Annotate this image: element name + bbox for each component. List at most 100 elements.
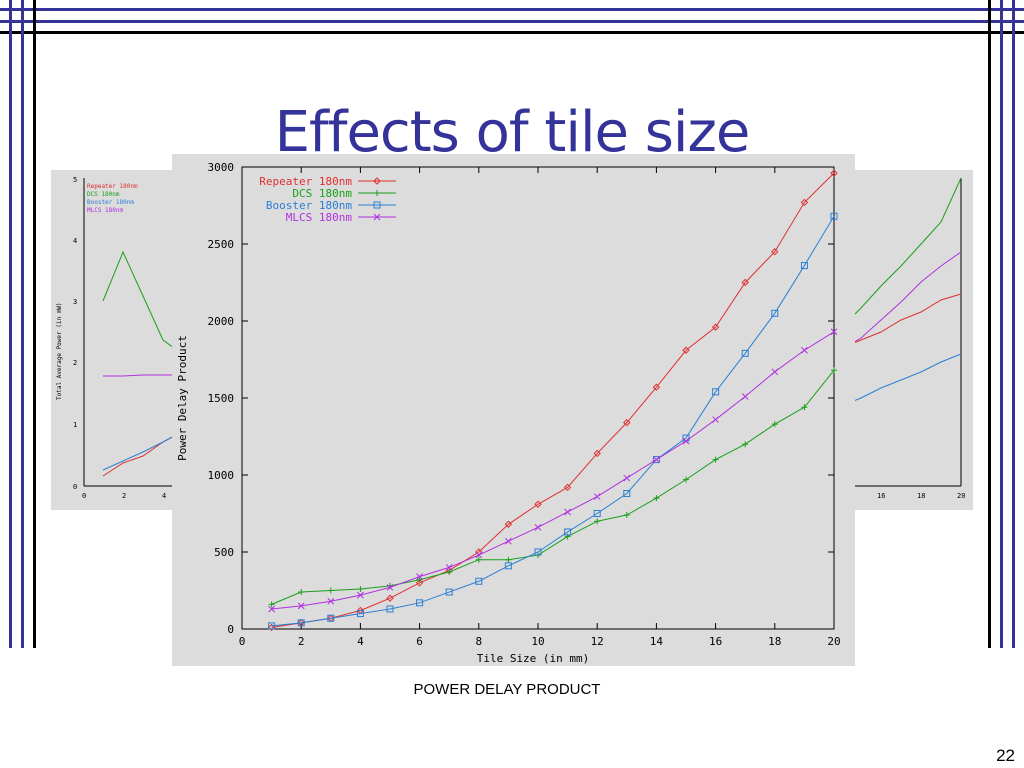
data-point [268,605,275,613]
series-repeater [267,169,838,632]
data-point [652,383,661,391]
y-tick-label: 0 [227,623,234,636]
page-number: 22 [996,746,1015,765]
power-delay-chart-svg: 0 500 1000 1500 2000 2500 3000 0 2 4 6 8 10 12 14 16 18 2… [176,161,841,665]
bg-right-mlcs-line [851,251,962,345]
data-point [831,367,837,374]
data-point [357,591,364,599]
data-point [373,201,381,209]
x-tick-label: 14 [650,635,664,648]
y-axis-label: Power Delay Product [176,335,189,461]
bg-left-ytick: 5 [73,176,77,184]
x-tick-label: 12 [591,635,604,648]
right-rule-1 [988,0,991,648]
data-point [771,421,778,428]
data-point [504,520,513,528]
chart-caption: POWER DELAY PRODUCT [413,681,601,698]
data-point [373,177,381,185]
y-tick-label: 3000 [208,161,235,174]
left-rule-2 [21,0,24,648]
x-tick-label: 0 [239,635,246,648]
data-point [357,585,364,592]
series-line-mlcs [271,331,835,610]
data-point [652,456,660,464]
bg-left-ylabel: Total Average Power (in mW) [56,302,63,400]
data-point [297,619,305,627]
series-mlcs [268,328,838,613]
series [267,169,838,632]
data-point [373,213,381,221]
bg-left-legend-dcs: DCS 180nm [87,191,120,198]
background-chart-left: 0 1 2 3 4 5 0 2 4 Total Average Power (i… [51,170,174,510]
y-tick-label: 1000 [208,469,235,482]
data-point [327,597,335,605]
data-point [386,594,394,602]
data-point [475,556,482,563]
series-booster [268,212,838,630]
data-point [594,518,601,525]
data-point [564,528,572,536]
bg-left-xtick: 4 [162,492,166,500]
data-point [505,537,512,545]
x-tick-label: 18 [768,635,781,648]
bg-right-xtick: 20 [957,492,965,500]
data-point [386,584,394,591]
series-line-repeater [271,172,835,628]
bg-left-xtick: 2 [122,492,126,500]
data-point [623,418,631,427]
data-point [712,456,719,463]
data-point [593,493,601,500]
data-point [801,346,808,354]
data-point [445,588,453,596]
data-point [742,441,749,448]
data-point [741,349,749,357]
legend-label-repeater: Repeater 180nm [259,175,352,188]
data-point [297,602,305,610]
right-rule-3 [1012,0,1015,648]
data-point [800,262,808,270]
data-point [830,212,838,220]
data-point [504,562,512,570]
bg-left-ytick: 2 [73,359,77,367]
bg-left-dcs-line [102,250,174,349]
legend-label-dcs: DCS 180nm [292,187,352,200]
bg-left-legend-repeater: Repeater 180nm [87,183,138,190]
data-point [741,393,749,400]
bg-left-ytick: 1 [73,421,77,429]
data-point [445,564,453,571]
data-point [711,323,720,331]
data-point [683,476,689,483]
data-point [801,404,808,411]
data-point [623,474,631,482]
data-point [505,556,512,563]
background-chart-left-svg: 0 1 2 3 4 5 0 2 4 Total Average Power (i… [56,176,174,500]
legend-label-mlcs: MLCS 180nm [286,211,353,224]
series-line-dcs [271,369,835,605]
bg-left-legend-mlcs: MLCS 180nm [87,207,124,214]
data-point [267,623,276,632]
top-rule-3 [0,31,1024,34]
data-point [712,416,719,423]
data-point [593,510,601,517]
data-point [623,512,630,519]
slide-title: Effects of tile size [274,99,751,165]
x-tick-label: 10 [531,635,544,648]
bg-right-dcs-line [851,177,962,319]
bg-right-xtick: 18 [917,492,925,500]
right-rule-2 [1000,0,1003,648]
data-point [327,587,334,594]
power-delay-chart: 0 500 1000 1500 2000 2500 3000 0 2 4 6 8 10 12 14 16 18 2… [172,154,855,666]
data-point [771,247,779,256]
data-point [327,614,335,622]
data-point [268,622,276,630]
left-rule-1 [9,0,12,648]
x-tick-label: 20 [827,635,840,648]
data-point [712,388,720,396]
bg-left-ytick: 0 [73,483,77,491]
bg-left-booster-line [102,435,174,471]
data-point [682,437,690,445]
background-chart-right-svg: 16 18 20 [851,177,965,500]
top-rule-2 [0,20,1024,23]
data-point [386,605,394,613]
